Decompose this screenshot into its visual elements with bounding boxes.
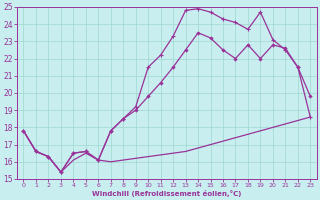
X-axis label: Windchill (Refroidissement éolien,°C): Windchill (Refroidissement éolien,°C) (92, 190, 242, 197)
